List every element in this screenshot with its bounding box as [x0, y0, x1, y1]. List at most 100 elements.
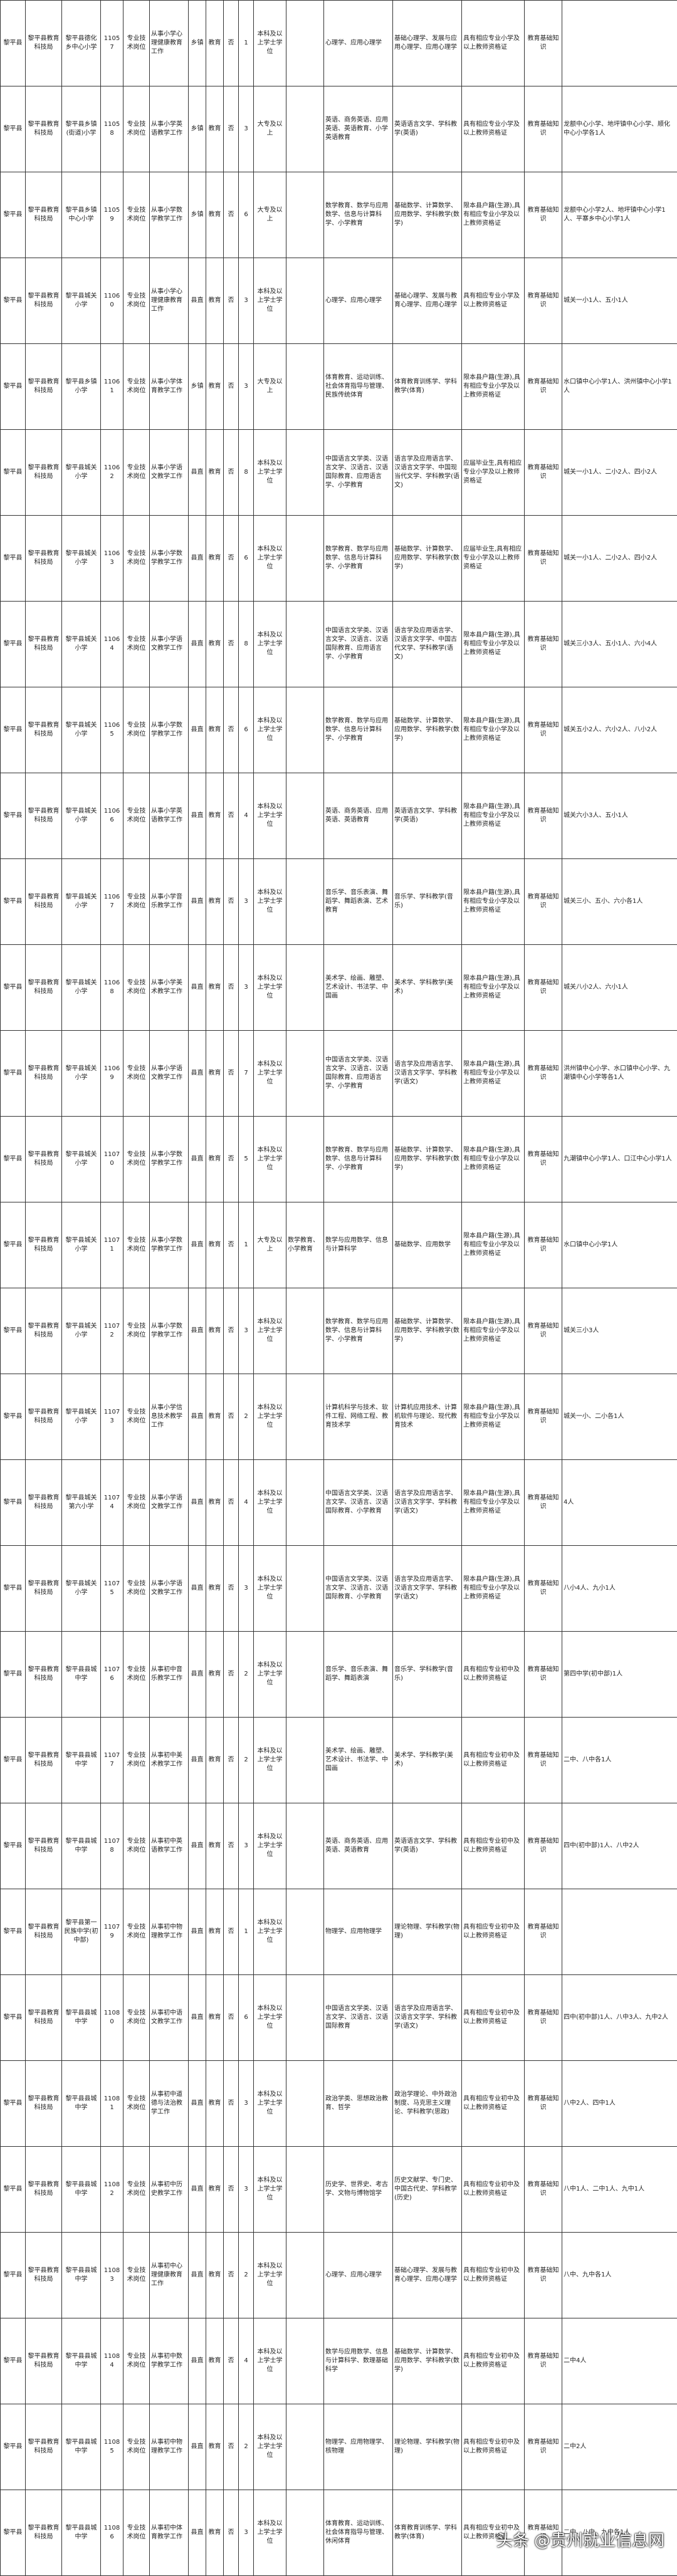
table-cell: 教育基础知识 — [524, 2060, 562, 2147]
table-cell: 县直 — [188, 1545, 206, 1632]
table-cell: 11057 — [100, 0, 123, 86]
table-cell: 黎平县教育科技局 — [25, 1631, 62, 1718]
table-cell: 黎平县 — [0, 1202, 26, 1288]
table-cell: 中国语言文学类、汉语言文学、汉语言、汉语国际教育 — [323, 1974, 393, 2061]
table-cell: 3 — [238, 343, 254, 430]
table-cell: 从事小学体育教学工作 — [149, 343, 189, 430]
table-cell: 教育基础知识 — [524, 2146, 562, 2233]
table-cell: 2 — [238, 1374, 254, 1460]
table-cell: 黎平县 — [0, 858, 26, 945]
table-cell: 黎平县教育科技局 — [25, 1974, 62, 2061]
table-cell: 县直 — [188, 2146, 206, 2233]
table-cell: 语言学及应用语言学、汉语言文字学、学科教学(语文) — [392, 1459, 462, 1546]
table-cell: 教育 — [206, 944, 224, 1031]
table-cell: 从事小学英语教学工作 — [149, 86, 189, 172]
table-cell: 基础数学、计算数学、应用数学、学科教学(数学) — [392, 687, 462, 773]
table-cell: 限本县户籍(生源),具有相应专业小学及以上教师资格证 — [461, 1030, 525, 1117]
table-cell: 黎平县城关小学 — [61, 858, 101, 945]
table-cell: 否 — [223, 2232, 239, 2318]
table-cell: 黎平县乡镇(街道)小学 — [61, 86, 101, 172]
table-cell: 否 — [223, 2490, 239, 2576]
table-cell: 专业技术岗位 — [123, 1202, 150, 1288]
table-cell: 黎平县教育科技局 — [25, 515, 62, 602]
table-cell: 否 — [223, 1116, 239, 1202]
table-cell — [286, 172, 324, 258]
table-cell: 具有相应专业初中及以上教师资格证 — [461, 2232, 525, 2318]
table-cell: 黎平县县城中学 — [61, 2060, 101, 2147]
table-cell: 水口镇中心小学1人、洪州镇中心小学1人 — [562, 343, 677, 430]
table-cell: 应届毕业生,具有相应专业小学及以上教师资格证 — [461, 429, 525, 516]
table-cell: 从事初中道德与法治教学工作 — [149, 2060, 189, 2147]
table-cell: 基础数学、应用数学 — [392, 1202, 462, 1288]
table-cell: 限本县户籍(生源),具有相应专业小学及以上教师资格证 — [461, 1116, 525, 1202]
table-cell: 否 — [223, 1717, 239, 1803]
table-cell: 专业技术岗位 — [123, 2060, 150, 2147]
table-cell — [286, 1717, 324, 1803]
table-cell: 从事初中物理教学工作 — [149, 1889, 189, 1975]
table-cell: 3 — [238, 1803, 254, 1889]
table-cell: 黎平县 — [0, 258, 26, 344]
table-cell: 11081 — [100, 2060, 123, 2147]
table-cell: 四中(初中部)1人、八中3人、九中2人 — [562, 1974, 677, 2061]
table-cell: 政治学类、思想政治教育、哲学 — [323, 2060, 393, 2147]
table-cell: 否 — [223, 773, 239, 859]
table-cell: 从事初中英语教学工作 — [149, 1803, 189, 1889]
table-cell: 专业技术岗位 — [123, 601, 150, 687]
table-cell: 音乐学、学科教学(音乐) — [392, 858, 462, 945]
table-cell: 否 — [223, 2318, 239, 2404]
table-cell: 黎平县教育科技局 — [25, 1288, 62, 1374]
table-cell: 专业技术岗位 — [123, 1116, 150, 1202]
table-cell: 本科及以上学士学位 — [253, 944, 286, 1031]
table-cell: 城关三小、五小、六小各1人 — [562, 858, 677, 945]
table-cell: 心理学、应用心理学 — [323, 258, 393, 344]
table-cell: 英语语言文学、学科教学(英语) — [392, 773, 462, 859]
table-cell: 从事小学语文教学工作 — [149, 429, 189, 516]
table-cell: 具有相应专业初中及以上教师资格证 — [461, 1889, 525, 1975]
table-cell — [286, 515, 324, 602]
table-cell: 专业技术岗位 — [123, 2146, 150, 2233]
table-cell: 教育基础知识 — [524, 1631, 562, 1718]
table-cell — [286, 0, 324, 86]
table-cell: 3 — [238, 1288, 254, 1374]
table-cell: 龙额中心小学2人、地坪镇中心小学1人、平寨乡中心小学1人 — [562, 172, 677, 258]
table-cell: 从事小学心理健康教育工作 — [149, 0, 189, 86]
table-cell: 11075 — [100, 1545, 123, 1632]
table-cell: 教育基础知识 — [524, 601, 562, 687]
table-cell: 城关八小2人、六小1人 — [562, 944, 677, 1031]
table-cell: 3 — [238, 1545, 254, 1632]
table-cell: 具有相应专业小学及以上教师资格证 — [461, 0, 525, 86]
table-cell: 从事小学信息技术教学工作 — [149, 1374, 189, 1460]
table-cell: 专业技术岗位 — [123, 515, 150, 602]
table-row: 黎平县 黎平县教育科技局 黎平县城关小学 11068 专业技术岗位 从事小学美术教学工作县… — [0, 944, 677, 1031]
table-cell: 黎平县教育科技局 — [25, 944, 62, 1031]
table-cell: 本科及以上学士学位 — [253, 2318, 286, 2404]
table-cell: 否 — [223, 1631, 239, 1718]
table-cell: 本科及以上学士学位 — [253, 2404, 286, 2490]
table-cell: 城关五小2人、六小2人、八小2人 — [562, 687, 677, 773]
table-cell: 否 — [223, 172, 239, 258]
table-cell: 8 — [238, 601, 254, 687]
table-cell: 11071 — [100, 1202, 123, 1288]
table-cell: 黎平县 — [0, 1974, 26, 2061]
table-cell: 县直 — [188, 858, 206, 945]
table-cell: 教育基础知识 — [524, 515, 562, 602]
table-cell: 限本县户籍(生源),具有相应专业小学及以上教师资格证 — [461, 1374, 525, 1460]
table-cell: 教育 — [206, 1631, 224, 1718]
table-cell — [286, 1030, 324, 1117]
table-cell: 黎平县城关小学 — [61, 515, 101, 602]
table-cell: 本科及以上学士学位 — [253, 429, 286, 516]
table-cell: 教育基础知识 — [524, 1974, 562, 2061]
table-cell: 3 — [238, 258, 254, 344]
table-cell — [286, 687, 324, 773]
table-cell: 从事初中语文教学工作 — [149, 1974, 189, 2061]
table-cell: 具有相应专业初中及以上教师资格证 — [461, 2404, 525, 2490]
table-cell: 黎平县教育科技局 — [25, 2404, 62, 2490]
table-cell: 教育基础知识 — [524, 858, 562, 945]
table-cell: 否 — [223, 343, 239, 430]
table-cell: 县直 — [188, 773, 206, 859]
table-cell: 教育 — [206, 1803, 224, 1889]
table-row: 黎平县 黎平县教育科技局 黎平县县城中学 11080 专业技术岗位 从事初中语文教学工作县… — [0, 1974, 677, 2061]
table-row: 黎平县 黎平县教育科技局 黎平县县城中学 11076 专业技术岗位 从事初中音乐教学工作县… — [0, 1631, 677, 1718]
table-cell: 11077 — [100, 1717, 123, 1803]
table-cell: 从事小学语文教学工作 — [149, 1459, 189, 1546]
